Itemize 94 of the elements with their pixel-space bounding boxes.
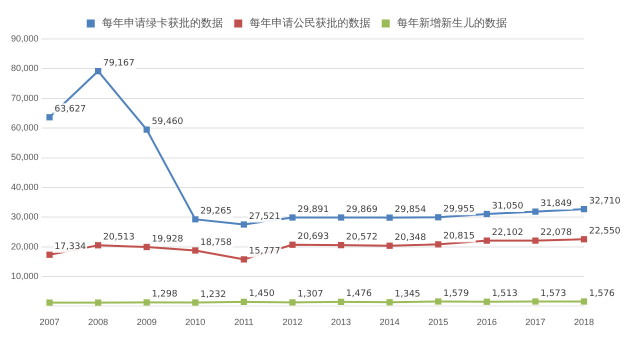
point bbox=[338, 242, 344, 248]
point bbox=[192, 299, 198, 306]
data-label: 1,576 bbox=[589, 288, 616, 299]
data-label: 27,521 bbox=[248, 212, 280, 222]
data-label: 22,550 bbox=[589, 226, 621, 237]
data-label: 63,627 bbox=[54, 104, 86, 115]
data-label: 29,869 bbox=[346, 204, 378, 215]
data-label: 1,307 bbox=[297, 290, 324, 300]
y-tick-label: 40,000 bbox=[10, 182, 39, 192]
point bbox=[94, 300, 102, 306]
point bbox=[386, 299, 393, 306]
point bbox=[532, 238, 539, 244]
point bbox=[435, 214, 442, 220]
point bbox=[289, 242, 296, 248]
data-label: 31,050 bbox=[492, 201, 524, 212]
x-tick-label: 2007 bbox=[40, 317, 60, 328]
data-label: 1,476 bbox=[346, 289, 372, 300]
data-label: 15,777 bbox=[248, 246, 280, 257]
y-tick-label: 20,000 bbox=[10, 241, 39, 252]
point bbox=[338, 298, 344, 305]
point bbox=[532, 208, 539, 215]
point bbox=[435, 298, 442, 305]
point bbox=[46, 252, 53, 258]
x-tick-label: 2008 bbox=[88, 317, 108, 328]
data-label: 29,265 bbox=[200, 206, 232, 217]
data-label: 19,928 bbox=[152, 234, 184, 244]
point bbox=[46, 114, 53, 120]
point bbox=[192, 216, 198, 222]
data-label: 59,460 bbox=[152, 117, 184, 128]
point bbox=[338, 214, 344, 221]
legend-label: 每年新增新生儿的数据 bbox=[396, 16, 507, 30]
data-label: 1,345 bbox=[394, 290, 420, 300]
point bbox=[484, 210, 490, 218]
point bbox=[144, 244, 150, 250]
data-label: 79,167 bbox=[103, 58, 135, 69]
data-label: 1,579 bbox=[443, 288, 470, 299]
point bbox=[46, 300, 53, 306]
y-tick-label: 50,000 bbox=[10, 152, 39, 162]
point bbox=[144, 126, 150, 133]
data-label: 29,891 bbox=[297, 204, 329, 215]
point bbox=[289, 214, 296, 221]
point bbox=[94, 242, 102, 248]
x-tick-label: 2018 bbox=[574, 317, 594, 328]
y-tick-label: 70,000 bbox=[10, 92, 39, 103]
point bbox=[484, 237, 490, 244]
data-label: 20,815 bbox=[443, 232, 475, 242]
data-label: 32,710 bbox=[589, 196, 621, 206]
point bbox=[580, 298, 588, 305]
point bbox=[240, 298, 248, 306]
point bbox=[240, 221, 248, 228]
data-label: 1,513 bbox=[492, 289, 518, 300]
y-tick-label: 90,000 bbox=[10, 33, 39, 44]
data-label: 20,572 bbox=[346, 232, 378, 242]
x-tick-label: 2010 bbox=[185, 317, 206, 328]
data-label: 1,232 bbox=[200, 290, 226, 300]
point bbox=[386, 214, 393, 221]
data-label: 1,298 bbox=[152, 290, 178, 300]
x-tick-label: 2012 bbox=[282, 317, 302, 328]
y-tick-label: 80,000 bbox=[10, 63, 39, 74]
legend-label: 每年申请绿卡获批的数据 bbox=[102, 16, 223, 30]
x-tick-label: 2015 bbox=[428, 317, 448, 328]
point bbox=[289, 299, 296, 306]
point bbox=[435, 241, 442, 248]
x-tick-label: 2014 bbox=[380, 317, 400, 328]
data-label: 20,513 bbox=[103, 232, 135, 243]
point bbox=[386, 242, 393, 249]
x-tick-label: 2009 bbox=[136, 317, 157, 328]
point bbox=[144, 299, 150, 306]
x-tick-label: 2016 bbox=[476, 317, 497, 328]
point bbox=[192, 247, 198, 254]
data-label: 1,450 bbox=[248, 289, 275, 300]
point bbox=[484, 298, 490, 305]
data-label: 18,758 bbox=[200, 238, 232, 248]
data-label: 20,693 bbox=[297, 232, 329, 242]
legend-label: 每年申请公民获批的数据 bbox=[249, 16, 370, 30]
data-label: 22,078 bbox=[540, 228, 572, 238]
data-label: 29,854 bbox=[394, 204, 426, 215]
data-label: 17,334 bbox=[54, 242, 86, 252]
x-tick-label: 2017 bbox=[525, 317, 546, 328]
data-label: 29,955 bbox=[443, 204, 475, 215]
x-tick-label: 2011 bbox=[234, 317, 254, 328]
y-tick-label: 10,000 bbox=[10, 270, 39, 281]
data-label: 1,573 bbox=[540, 288, 566, 299]
point bbox=[580, 236, 588, 242]
data-label: 22,102 bbox=[492, 228, 524, 238]
y-tick-label: 30,000 bbox=[10, 212, 39, 222]
point bbox=[94, 68, 102, 74]
y-tick-label: 60,000 bbox=[10, 122, 39, 133]
x-tick-label: 2013 bbox=[331, 317, 352, 328]
point bbox=[532, 298, 539, 305]
data-label: 20,348 bbox=[394, 233, 426, 244]
data-label: 31,849 bbox=[540, 198, 572, 209]
point bbox=[240, 256, 248, 262]
point bbox=[580, 206, 588, 212]
